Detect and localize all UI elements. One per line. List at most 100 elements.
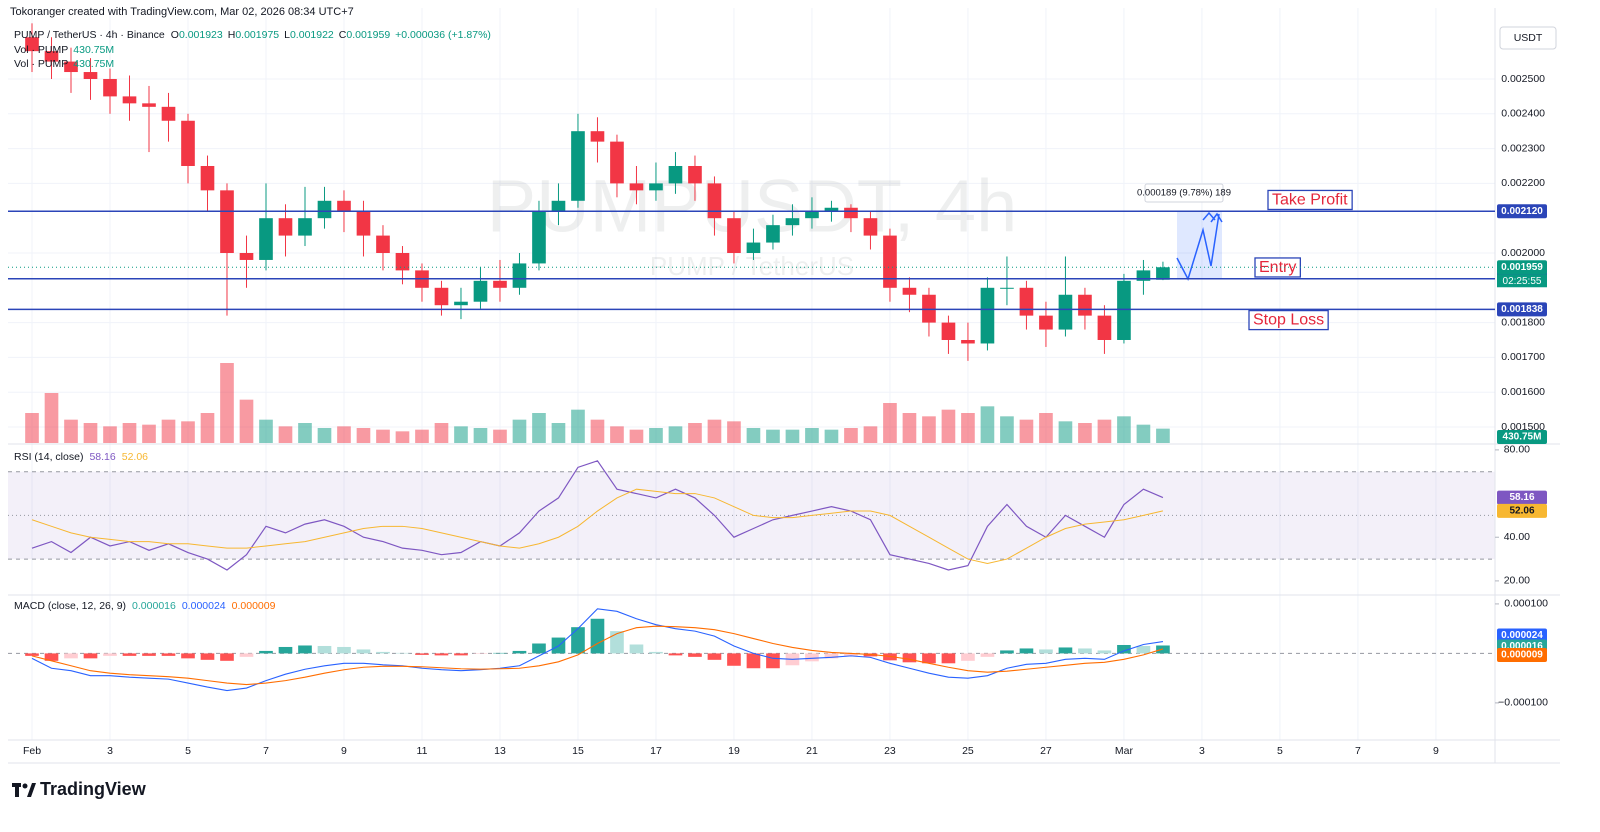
- rsi-value-label-bg: [1497, 490, 1547, 505]
- histogram-bar: [83, 653, 98, 659]
- volume-bar: [571, 409, 585, 443]
- histogram-bar: [415, 653, 429, 655]
- histogram-bar: [1078, 648, 1092, 654]
- y-tick-label: 0.002500: [1501, 73, 1545, 85]
- volume-bar: [278, 426, 293, 443]
- ohlc-legend-part: H: [228, 29, 236, 41]
- candle-body: [1156, 267, 1170, 280]
- volume-bar: [161, 419, 176, 443]
- histogram-bar: [629, 644, 644, 654]
- level-box: [1267, 189, 1353, 211]
- candle-body: [571, 131, 585, 201]
- last-price-label: 0.001959: [1501, 262, 1543, 273]
- volume-bar: [415, 429, 429, 443]
- histogram-bar: [512, 650, 527, 654]
- histogram-bar: [200, 653, 215, 660]
- countdown: 02:25:55: [1503, 276, 1542, 287]
- candle-body: [239, 252, 254, 260]
- x-tick-label: 9: [341, 745, 347, 757]
- macd-value-label: 0.000024: [1501, 630, 1543, 641]
- countdown-bg: [1497, 274, 1547, 288]
- candle-body: [473, 280, 488, 302]
- currency[interactable]: USDT: [1514, 32, 1543, 44]
- volume-bar: [493, 429, 507, 443]
- y-tick-label: 0.001800: [1501, 316, 1545, 328]
- level-price-label: 0.001838: [1501, 304, 1543, 315]
- volume-bar: [980, 406, 995, 443]
- ohlc-legend: PUMP / TetherUS · 4h · Binance O0.001923 H…: [14, 29, 491, 41]
- candle-body: [395, 252, 410, 271]
- volume-bar: [941, 409, 956, 443]
- volume-legend: Vol · PUMP 430.75M: [14, 44, 114, 56]
- candle-body: [883, 235, 897, 288]
- histogram-bar: [980, 653, 995, 657]
- candle-body: [376, 235, 390, 253]
- x-tick-label: 15: [572, 745, 584, 757]
- candle-body: [83, 72, 98, 79]
- level-price-label-bg: [1497, 204, 1547, 219]
- candle-body: [103, 78, 117, 97]
- rsi-line: [31, 460, 1164, 571]
- x-tick-label: 13: [494, 745, 506, 757]
- candle-body: [142, 103, 156, 107]
- level-name: Entry: [1259, 259, 1296, 276]
- histogram-bar: [239, 653, 254, 657]
- rsi-value-label-bg: [1497, 503, 1547, 518]
- volume-bar: [83, 423, 98, 443]
- candle-body: [161, 106, 176, 121]
- watermark-sub: PUMP / TetherUS: [650, 251, 854, 281]
- x-tick-label: 9: [1433, 745, 1439, 757]
- volume-bar: [688, 423, 702, 443]
- histogram-bar: [688, 653, 702, 657]
- candle-body: [629, 183, 644, 191]
- x-tick-label: 23: [884, 745, 896, 757]
- volume-bar: [317, 428, 332, 443]
- y-tick-label: 0.002400: [1501, 108, 1545, 120]
- histogram-bar: [902, 653, 917, 663]
- volume-bar: [532, 413, 546, 443]
- y-tick-label: −0.000100: [1498, 697, 1548, 709]
- candle-body: [649, 183, 663, 191]
- macd-line: [31, 608, 1164, 692]
- histogram-bar: [590, 618, 605, 654]
- currency-box[interactable]: [1499, 26, 1557, 50]
- y-tick-label: 0.001600: [1501, 386, 1545, 398]
- macd-legend-part: MACD (close, 12, 26, 9): [14, 600, 126, 612]
- brand[interactable]: TradingView: [40, 779, 147, 799]
- attribution: Tokoranger created with TradingView.com,…: [10, 6, 354, 18]
- candle-body: [805, 211, 819, 219]
- candle-body: [532, 211, 546, 264]
- ohlc-legend-part: L: [284, 29, 290, 41]
- histogram-bar: [220, 653, 234, 661]
- x-tick-label: 7: [263, 745, 269, 757]
- projection-path: [1176, 213, 1220, 281]
- y-tick-label: 20.00: [1504, 575, 1530, 587]
- candle-body: [863, 218, 878, 236]
- volume-bar: [746, 428, 761, 443]
- volume-bar: [454, 426, 468, 443]
- histogram-bar: [532, 643, 546, 654]
- candle-body: [64, 61, 78, 73]
- y-tick-label: 0.001500: [1501, 421, 1545, 433]
- ohlc-legend-part: C: [339, 29, 347, 41]
- volume-bar: [610, 426, 624, 443]
- candle-body: [1117, 280, 1131, 340]
- macd-line: [31, 625, 1164, 686]
- candle-body: [278, 218, 293, 236]
- watermark: PUMPUSDT, 4h: [487, 165, 1017, 248]
- histogram-bar: [746, 653, 761, 669]
- x-tick-label: 19: [728, 745, 740, 757]
- candle-body: [1078, 294, 1092, 316]
- arrow-head: [1210, 212, 1223, 223]
- macd-legend-part: 0.000009: [232, 600, 276, 612]
- candle-body: [902, 287, 917, 295]
- volume-bar: [1019, 419, 1034, 443]
- candle-body: [1058, 294, 1073, 330]
- histogram-bar: [668, 653, 683, 656]
- volume-bar: [1039, 413, 1053, 443]
- histogram-bar: [64, 653, 78, 659]
- histogram-bar: [259, 650, 273, 654]
- histogram-bar: [805, 653, 819, 662]
